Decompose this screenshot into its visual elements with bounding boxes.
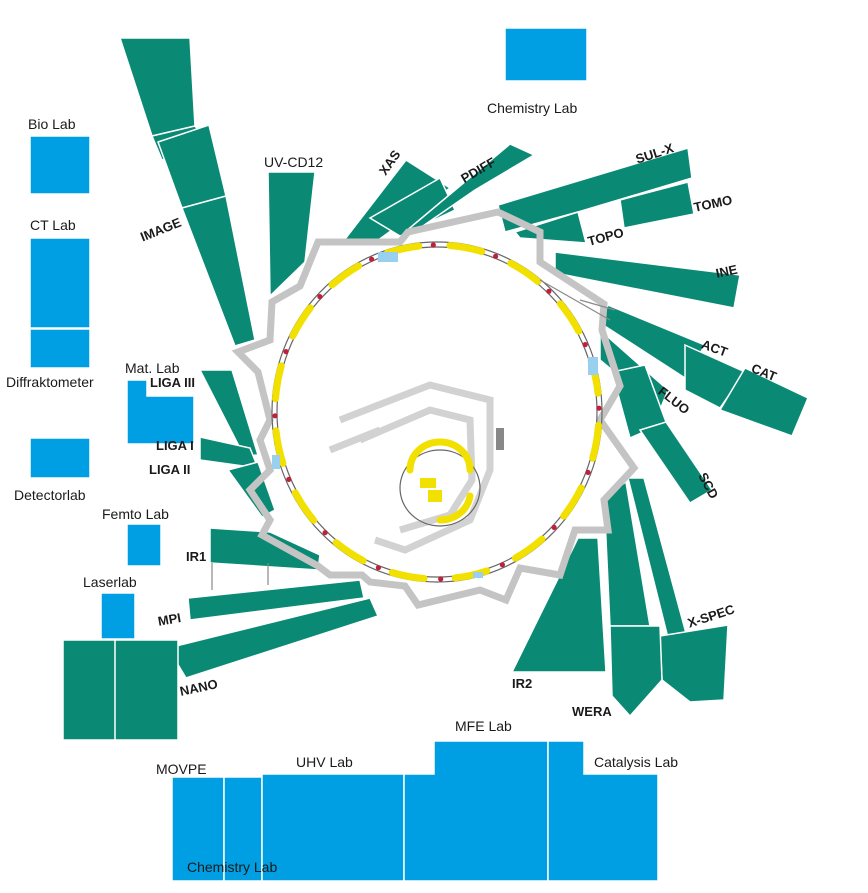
mat-lab-room[interactable]: [126, 379, 195, 445]
image-hutch-4[interactable]: [181, 195, 256, 347]
quadrupole-marker: [369, 256, 375, 262]
bio-lab-label: Bio Lab: [28, 116, 76, 132]
dipole-magnet: [446, 242, 486, 255]
xas-hutch-2[interactable]: [368, 176, 456, 237]
chemistry-lab-bottom-label: Chemistry Lab: [187, 859, 278, 875]
quadrupole-marker: [286, 476, 292, 482]
dipole-magnet: [289, 304, 314, 340]
ir1-label: IR1: [186, 549, 207, 564]
quadrupole-marker: [430, 242, 436, 248]
diffraktometer-room[interactable]: [29, 328, 91, 369]
femto-lab-label: Femto Lab: [102, 506, 169, 522]
uv-cd12-label: UV-CD12: [264, 154, 324, 170]
detector-lab-label: Detectorlab: [14, 487, 86, 503]
quadrupole-marker: [585, 469, 591, 475]
tomo-hutch[interactable]: [619, 181, 695, 229]
dipole-magnet: [388, 569, 428, 582]
quadrupole-marker: [596, 405, 602, 411]
dipole-magnet: [451, 567, 491, 582]
x-spec-hutch-2[interactable]: [659, 624, 729, 703]
quadrupole-marker: [272, 413, 278, 419]
ir2-hutch[interactable]: [510, 537, 607, 673]
nano-hutch[interactable]: [166, 597, 380, 679]
lab-rooms: [29, 27, 659, 882]
mat-lab-label: Mat. Lab: [125, 360, 180, 376]
image-hutch-1[interactable]: [118, 37, 196, 137]
uhv-lab-label: UHV Lab: [296, 754, 353, 770]
liga-iii-label: LIGA III: [150, 375, 196, 390]
quadrupole-marker: [375, 565, 381, 571]
nano-experimental-hall[interactable]: [62, 639, 179, 741]
dipole-magnet: [328, 262, 363, 289]
liga-i-label: LIGA I: [156, 438, 194, 453]
wera-label: WERA: [572, 704, 612, 719]
quadrupole-marker: [438, 576, 444, 582]
wera-hutch-2[interactable]: [609, 625, 663, 718]
ct-lab-room[interactable]: [29, 237, 91, 329]
quadrupole-marker: [546, 288, 552, 294]
sul-x-hutch[interactable]: [497, 147, 693, 233]
liga-ii-label: LIGA II: [149, 462, 191, 477]
topo-hutch[interactable]: [513, 211, 587, 244]
dipole-magnet: [560, 484, 585, 520]
ct-lab-label: CT Lab: [30, 217, 76, 233]
chemistry-lab-top-label: Chemistry Lab: [487, 100, 578, 116]
mfe-lab-label: MFE Lab: [455, 718, 512, 734]
quadrupole-marker: [317, 294, 323, 300]
bio-lab-room[interactable]: [29, 135, 91, 195]
cat-hutch[interactable]: [718, 367, 809, 437]
dipole-magnet: [272, 362, 285, 403]
scd-hutch-2[interactable]: [638, 421, 714, 505]
ine-hutch[interactable]: [554, 251, 741, 309]
dipole-magnet: [507, 259, 542, 285]
booster-area: [328, 381, 504, 554]
movpe-label: MOVPE: [156, 761, 207, 777]
quadrupole-marker: [493, 253, 499, 259]
laser-lab-label: Laserlab: [83, 574, 137, 590]
dipole-magnet: [332, 539, 367, 565]
dipole-magnet: [272, 427, 287, 467]
beam-pipes: [211, 279, 616, 590]
uv-cd12-hutch[interactable]: [267, 171, 316, 298]
quadrupole-marker: [551, 524, 557, 531]
dipole-magnet: [291, 489, 318, 524]
quadrupole-marker: [322, 530, 328, 536]
chemistry-lab-top-room[interactable]: [504, 27, 588, 82]
laser-lab-room[interactable]: [100, 592, 136, 640]
dipole-magnet: [556, 300, 583, 335]
dipole-magnet: [511, 535, 546, 562]
diffraktometer-label: Diffraktometer: [6, 374, 94, 390]
mfe-lab-room[interactable]: [403, 740, 549, 882]
beamline-hutches: [62, 37, 809, 741]
detector-lab-room[interactable]: [29, 437, 91, 479]
shielding-wall: [231, 208, 639, 609]
mpi-hutch[interactable]: [187, 579, 365, 621]
dipole-magnet: [589, 421, 602, 462]
femto-lab-room[interactable]: [126, 523, 162, 567]
ir2-label: IR2: [512, 676, 533, 691]
liga-iii-hutch[interactable]: [198, 369, 259, 457]
quadrupole-marker: [499, 562, 505, 568]
uhv-lab-room[interactable]: [261, 773, 405, 882]
catalysis-lab-room[interactable]: [547, 740, 659, 882]
quadrupole-marker: [582, 342, 588, 348]
catalysis-lab-label: Catalysis Lab: [594, 754, 679, 770]
quadrupole-marker: [283, 349, 289, 355]
